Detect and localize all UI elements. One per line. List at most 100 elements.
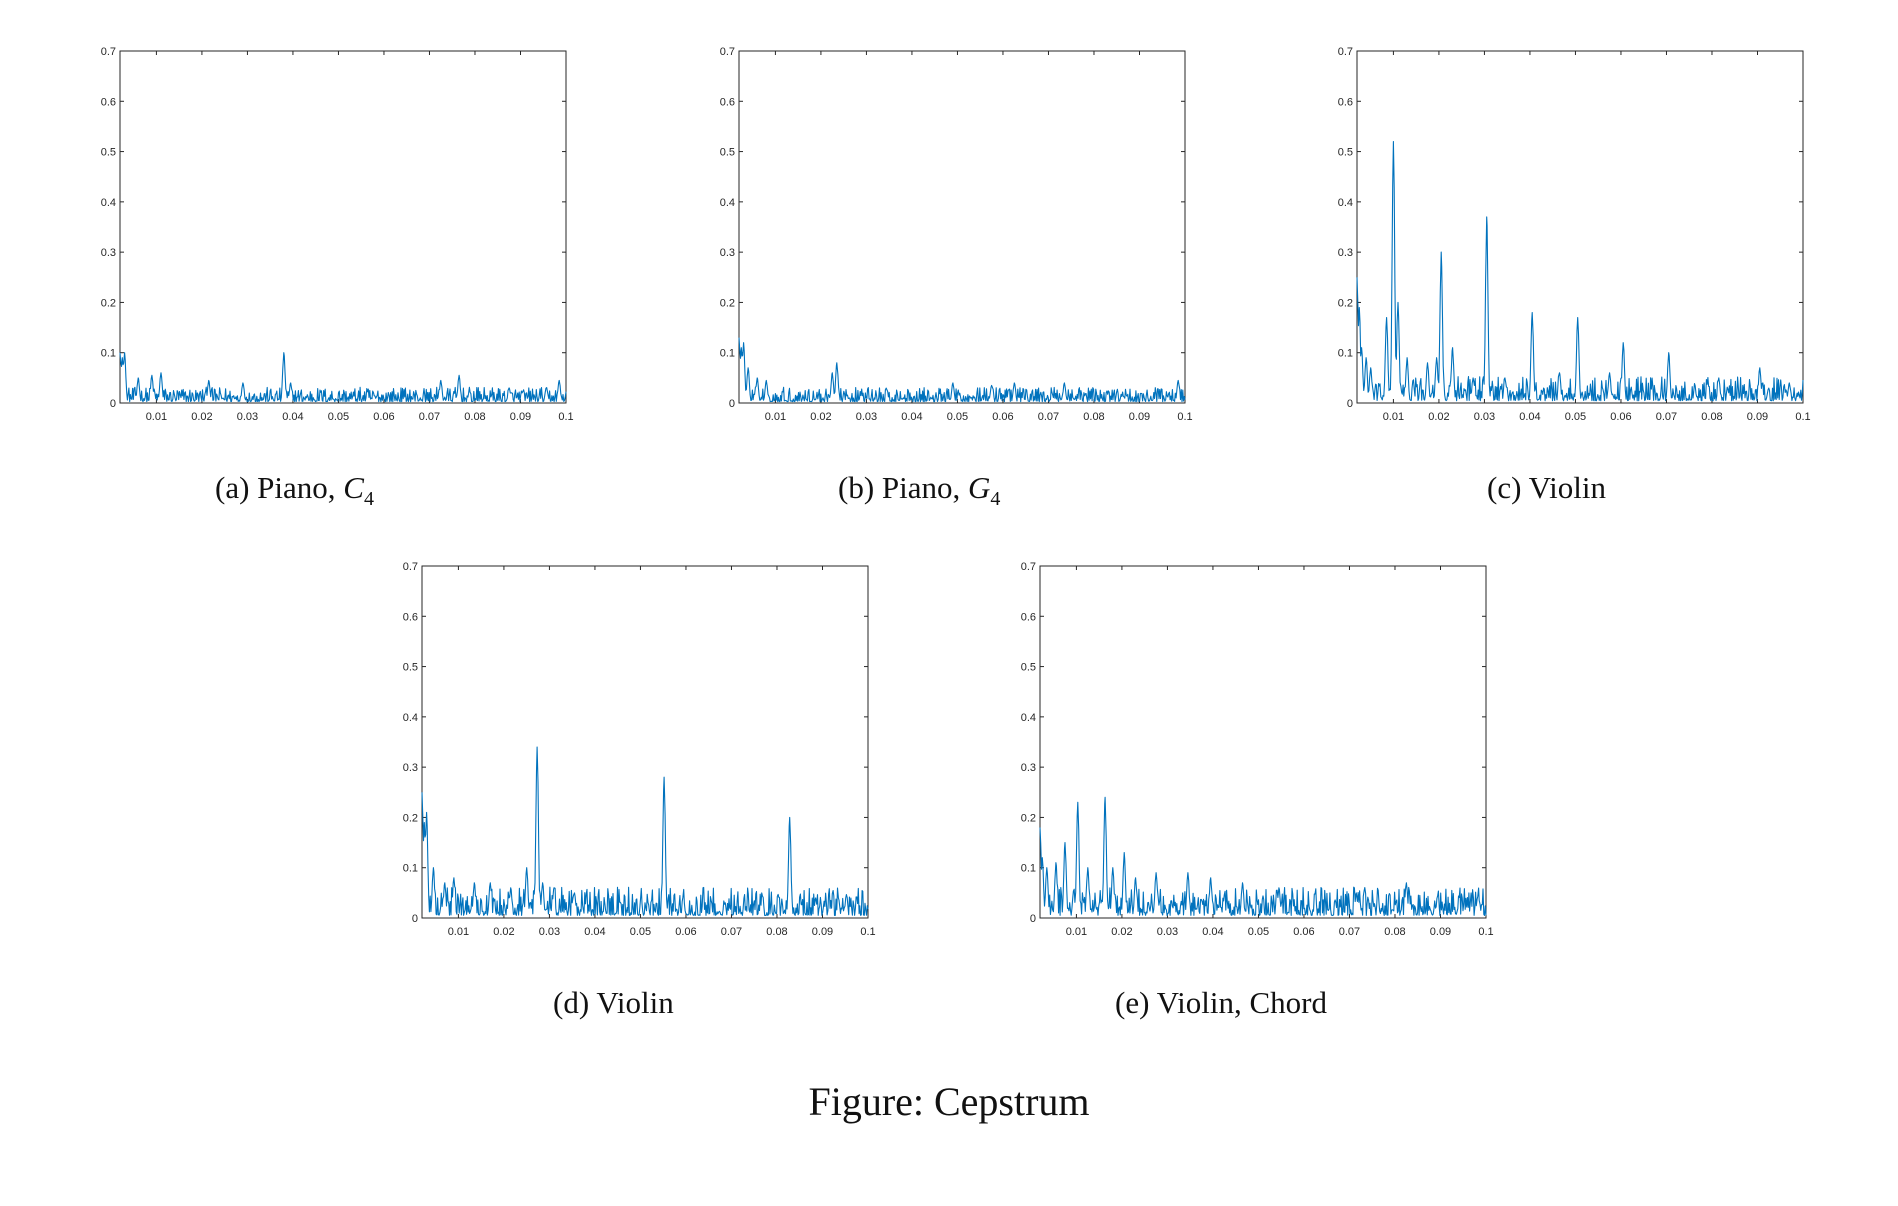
axes-box bbox=[1356, 50, 1804, 404]
peak-point bbox=[1042, 857, 1043, 858]
peak-point bbox=[1759, 367, 1760, 368]
peak-point bbox=[1361, 347, 1362, 348]
y-tick-label: 0.1 bbox=[101, 348, 116, 360]
peak-point bbox=[1357, 277, 1358, 278]
peak-point bbox=[1406, 882, 1407, 883]
peak-point bbox=[838, 897, 839, 898]
x-tick-label: 0.07 bbox=[721, 926, 742, 938]
caption-c: (c) Violin bbox=[1487, 470, 1606, 506]
chart-c: 0 0.1 0.2 0.3 0.4 0.5 0.6 0.7 0.01 0.02 0.03 0.04 0.… bbox=[1325, 38, 1825, 433]
x-tick-label: 0.08 bbox=[464, 411, 485, 423]
peak-point bbox=[122, 357, 123, 358]
y-tick-label: 0.7 bbox=[101, 46, 116, 58]
caption-a-label: (a) Piano, bbox=[215, 470, 336, 505]
peak-point bbox=[952, 382, 953, 383]
axes-box bbox=[119, 50, 567, 404]
peak-point bbox=[444, 882, 445, 883]
axes-box bbox=[1039, 565, 1487, 919]
peak-point bbox=[836, 362, 837, 363]
chart-e: 0 0.1 0.2 0.3 0.4 0.5 0.6 0.7 0.01 0.02 0.03 0.04 0.… bbox=[1008, 553, 1508, 948]
peak-point bbox=[766, 380, 767, 381]
peak-point bbox=[1718, 377, 1719, 378]
x-tick-label: 0.05 bbox=[328, 411, 349, 423]
x-tick-label: 0.08 bbox=[1384, 926, 1405, 938]
x-tick-label: 0.04 bbox=[584, 926, 605, 938]
x-tick-label: 0.04 bbox=[282, 411, 303, 423]
x-tick-label: 0.03 bbox=[856, 411, 877, 423]
y-tick-label: 0.2 bbox=[1021, 812, 1036, 824]
peak-point bbox=[748, 367, 749, 368]
chart-d: 0 0.1 0.2 0.3 0.4 0.5 0.6 0.7 0.01 0.02 0.03 0.04 0.… bbox=[390, 553, 890, 948]
x-tick-label: 0.09 bbox=[1129, 411, 1150, 423]
peak-point bbox=[743, 342, 744, 343]
peak-point bbox=[1112, 867, 1113, 868]
peak-point bbox=[440, 380, 441, 381]
peak-point bbox=[1789, 382, 1790, 383]
peak-point bbox=[1187, 872, 1188, 873]
peak-point bbox=[741, 347, 742, 348]
y-tick-label: 0.5 bbox=[1021, 662, 1036, 674]
peak-point bbox=[537, 747, 538, 748]
y-tick-label: 0.2 bbox=[720, 297, 735, 309]
peak-point bbox=[510, 887, 511, 888]
y-tick-label: 0.4 bbox=[101, 197, 116, 209]
caption-d-label: (d) Violin bbox=[553, 985, 674, 1020]
cepstrum-series-line bbox=[1356, 140, 1804, 402]
y-tick-label: 0.3 bbox=[403, 762, 418, 774]
y-tick-label: 0.5 bbox=[403, 662, 418, 674]
x-tick-label: 0.06 bbox=[675, 926, 696, 938]
x-tick-label: 0.02 bbox=[1111, 926, 1132, 938]
x-tick-label: 0.02 bbox=[493, 926, 514, 938]
y-tick-label: 0.2 bbox=[403, 812, 418, 824]
peak-point bbox=[1532, 312, 1533, 313]
y-tick-label: 0.5 bbox=[101, 147, 116, 159]
peak-point bbox=[1393, 141, 1394, 142]
peak-point bbox=[1359, 307, 1360, 308]
caption-b-sub: 4 bbox=[990, 488, 1001, 511]
y-tick-label: 0 bbox=[1030, 913, 1036, 925]
peak-point bbox=[474, 882, 475, 883]
x-tick-label: 0.09 bbox=[812, 926, 833, 938]
caption-b-math: G bbox=[968, 470, 991, 505]
peak-point bbox=[1452, 347, 1453, 348]
peak-point bbox=[1014, 382, 1015, 383]
y-tick-label: 0 bbox=[412, 913, 418, 925]
y-tick-label: 0.1 bbox=[403, 863, 418, 875]
x-tick-label: 0.08 bbox=[1083, 411, 1104, 423]
peak-point bbox=[490, 882, 491, 883]
peak-point bbox=[1242, 882, 1243, 883]
peak-point bbox=[1436, 357, 1437, 358]
y-tick-label: 0.3 bbox=[101, 247, 116, 259]
axes-box bbox=[421, 565, 869, 919]
caption-d: (d) Violin bbox=[553, 985, 674, 1021]
peak-point bbox=[1077, 802, 1078, 803]
x-tick-label: 0.09 bbox=[510, 411, 531, 423]
x-tick-label: 0.1 bbox=[860, 926, 875, 938]
y-tick-label: 0.4 bbox=[720, 197, 735, 209]
peak-point bbox=[459, 375, 460, 376]
peak-point bbox=[757, 377, 758, 378]
peak-point bbox=[832, 372, 833, 373]
peak-point bbox=[1407, 357, 1408, 358]
y-tick-label: 0.4 bbox=[403, 712, 418, 724]
peak-point bbox=[1504, 377, 1505, 378]
y-tick-label: 0 bbox=[110, 398, 116, 410]
x-tick-label: 0.04 bbox=[1202, 926, 1223, 938]
peak-point bbox=[574, 892, 575, 893]
peak-point bbox=[509, 387, 510, 388]
peak-point bbox=[1366, 357, 1367, 358]
y-tick-label: 0.6 bbox=[101, 96, 116, 108]
axes-box bbox=[738, 50, 1186, 404]
y-tick-label: 0.3 bbox=[720, 247, 735, 259]
x-tick-label: 0.03 bbox=[1474, 411, 1495, 423]
x-tick-label: 0.01 bbox=[146, 411, 167, 423]
cepstrum-plot-e: 0 0.1 0.2 0.3 0.4 0.5 0.6 0.7 0.01 0.02 0.03 0.04 0.… bbox=[1021, 561, 1494, 938]
peak-point bbox=[526, 867, 527, 868]
x-tick-label: 0.04 bbox=[1519, 411, 1540, 423]
peak-point bbox=[1623, 342, 1624, 343]
peak-point bbox=[739, 337, 740, 338]
x-tick-label: 0.06 bbox=[1293, 926, 1314, 938]
x-tick-label: 0.1 bbox=[558, 411, 573, 423]
peak-point bbox=[1210, 877, 1211, 878]
caption-c-label: (c) Violin bbox=[1487, 470, 1606, 505]
